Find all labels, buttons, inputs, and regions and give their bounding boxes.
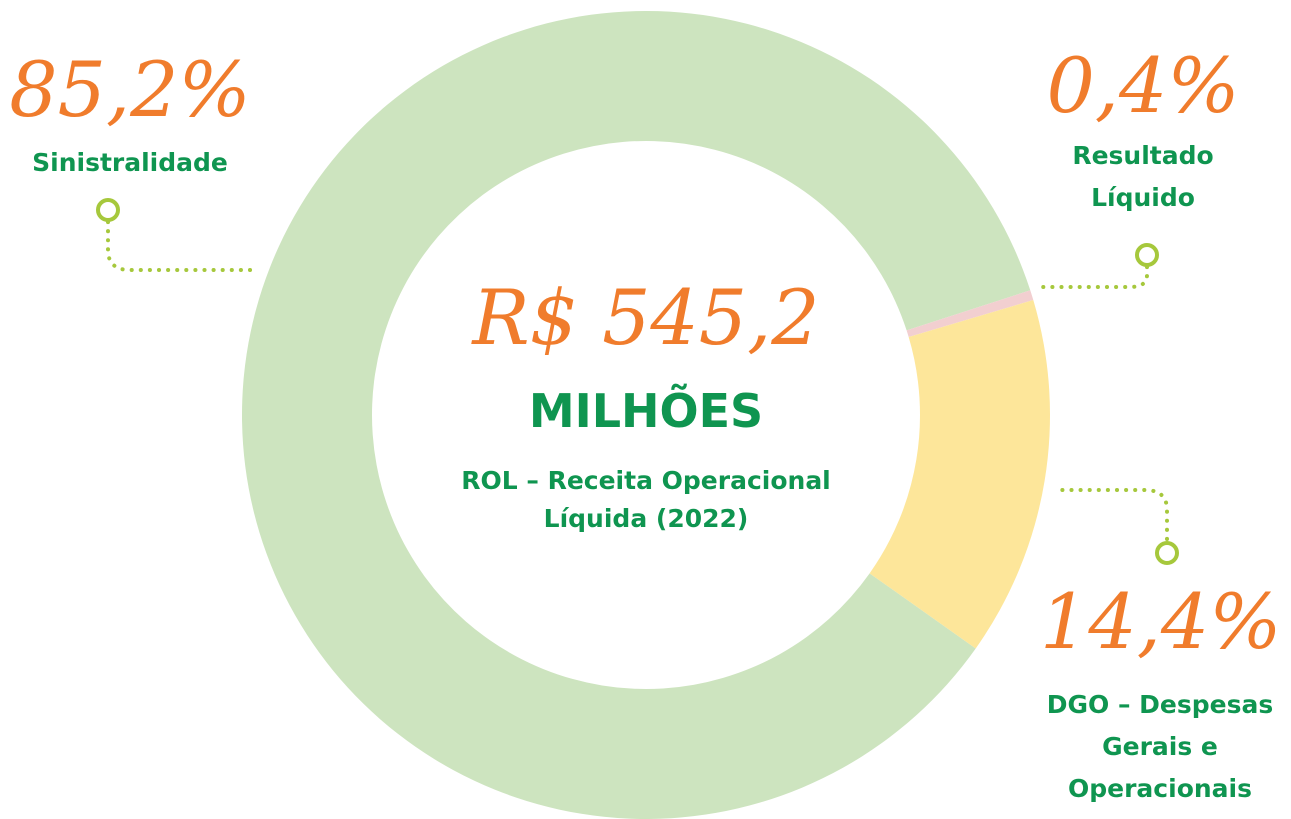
slice-label: Sinistralidade — [32, 148, 228, 177]
slice-value-label: 0,4% — [1046, 41, 1240, 130]
connector-dot — [1155, 541, 1179, 565]
slice — [242, 11, 1031, 819]
slice-value-label: 14,4% — [1040, 577, 1282, 666]
connector-dots — [96, 198, 1179, 565]
center-unit: MILHÕES — [528, 384, 764, 438]
connector — [1036, 265, 1149, 289]
slice — [906, 290, 1034, 337]
center-caption: ROL – Receita Operacional Líquida (2022) — [461, 466, 831, 533]
slice — [869, 299, 1050, 649]
connector-dot — [96, 198, 120, 222]
slice-value-label: 85,2% — [9, 45, 251, 134]
donut — [242, 11, 1050, 819]
connector — [1058, 488, 1169, 541]
center-amount: R$ 545,2 — [472, 273, 820, 362]
slice-label: DGO – Despesas Gerais e Operacionais — [1046, 690, 1274, 803]
connectors — [106, 220, 1169, 541]
connector-dot — [1135, 243, 1159, 267]
slice-label: Resultado Líquido — [1072, 141, 1214, 212]
connector — [106, 220, 257, 272]
